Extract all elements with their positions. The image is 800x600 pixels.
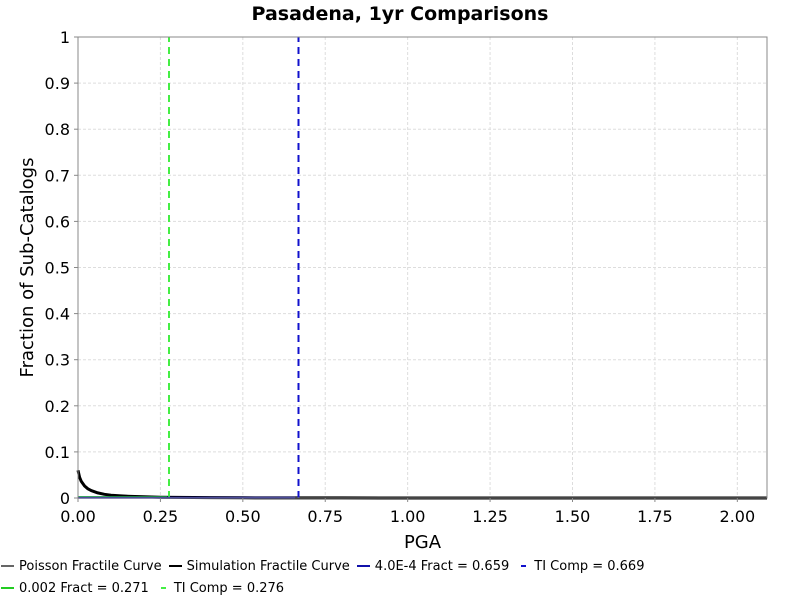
- x-tick-label: 1.00: [390, 507, 426, 526]
- y-tick-label: 0.1: [45, 443, 70, 462]
- y-tick-label: 0.6: [45, 212, 70, 231]
- legend-item: Poisson Fractile Curve: [0, 559, 162, 574]
- y-tick-label: 0.7: [45, 166, 70, 185]
- legend-item: TI Comp = 0.276: [155, 581, 284, 596]
- legend-label: TI Comp = 0.276: [173, 580, 285, 596]
- legend-label: TI Comp = 0.669: [534, 558, 645, 574]
- legend-item: 4.0E-4 Fract = 0.659: [356, 559, 509, 574]
- y-tick-label: 0.2: [45, 397, 70, 416]
- y-tick-label: 0.8: [45, 120, 70, 139]
- y-tick-label: 1: [60, 28, 70, 47]
- legend-label: 4.0E-4 Fract = 0.659: [374, 558, 510, 574]
- legend-item: 0.002 Fract = 0.271: [0, 581, 149, 596]
- legend-label: 0.002 Fract = 0.271: [19, 580, 149, 596]
- legend-row: 0.002 Fract = 0.271 TI Comp = 0.276: [0, 577, 290, 599]
- chart-title: Pasadena, 1yr Comparisons: [252, 3, 549, 25]
- legend-line-swatch-icon: [0, 582, 16, 594]
- x-axis-ticks: 0.00 0.25 0.50 0.75 1.00 1.25 1.50 1.75 2.00: [60, 498, 755, 526]
- legend: Poisson Fractile Curve Simulation Fractil…: [0, 553, 800, 600]
- legend-line-swatch-icon: [155, 582, 171, 594]
- x-tick-label: 0.75: [307, 507, 343, 526]
- plot-area: [78, 37, 767, 498]
- legend-row: Poisson Fractile Curve Simulation Fractil…: [0, 555, 650, 577]
- legend-item: Simulation Fractile Curve: [168, 559, 350, 574]
- legend-line-swatch-icon: [515, 560, 531, 572]
- x-tick-label: 2.00: [720, 507, 756, 526]
- legend-label: Simulation Fractile Curve: [186, 558, 350, 574]
- y-tick-label: 0.3: [45, 351, 70, 370]
- y-tick-label: 0.9: [45, 74, 70, 93]
- x-tick-label: 1.25: [472, 507, 508, 526]
- y-tick-label: 0.4: [45, 305, 70, 324]
- legend-line-swatch-icon: [168, 560, 184, 572]
- legend-line-swatch-icon: [356, 560, 372, 572]
- y-tick-label: 0: [60, 489, 70, 508]
- x-tick-label: 1.50: [555, 507, 591, 526]
- x-tick-label: 0.00: [60, 507, 96, 526]
- y-axis-label: Fraction of Sub-Catalogs: [17, 158, 38, 378]
- x-axis-label: PGA: [404, 532, 442, 553]
- y-axis-ticks: 0 0.1 0.2 0.3 0.4 0.5 0.6 0.7 0.8 0.9 1: [45, 28, 78, 508]
- x-tick-label: 0.25: [143, 507, 179, 526]
- legend-label: Poisson Fractile Curve: [19, 558, 162, 574]
- legend-item: TI Comp = 0.669: [515, 559, 644, 574]
- x-tick-label: 1.75: [637, 507, 673, 526]
- x-tick-label: 0.50: [225, 507, 261, 526]
- y-tick-label: 0.5: [45, 259, 70, 278]
- legend-line-swatch-icon: [0, 560, 16, 572]
